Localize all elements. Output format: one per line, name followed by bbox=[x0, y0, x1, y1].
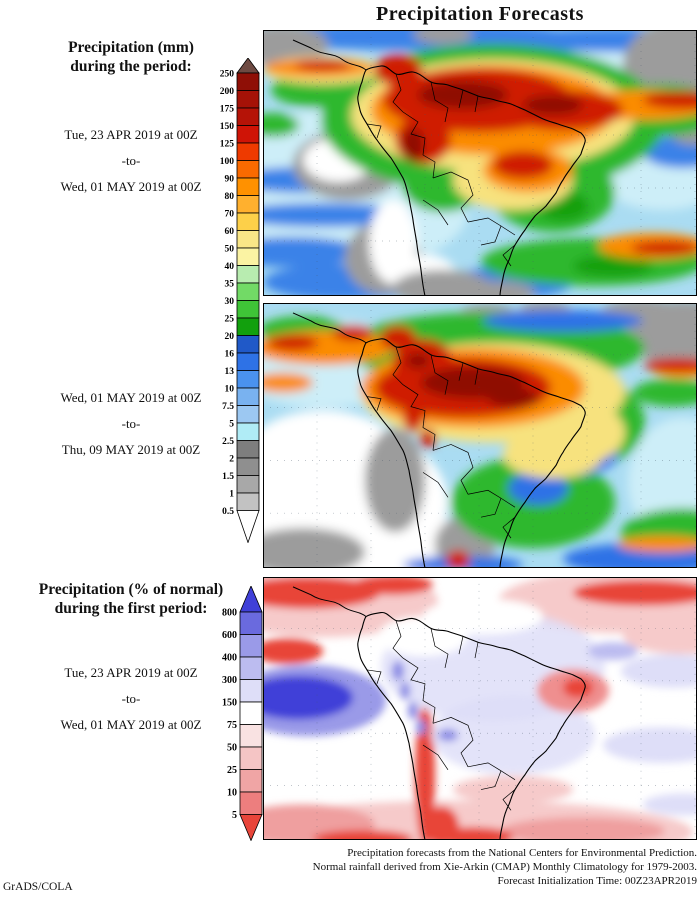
panel2-period-end: Thu, 09 MAY 2019 at 00Z bbox=[61, 442, 201, 457]
svg-text:125: 125 bbox=[220, 139, 235, 149]
panel2-period-to: -to- bbox=[121, 416, 141, 431]
panel3-period: Tue, 23 APR 2019 at 00Z -to- Wed, 01 MAY… bbox=[0, 660, 262, 738]
panel3-period-start: Tue, 23 APR 2019 at 00Z bbox=[64, 665, 198, 680]
svg-text:70: 70 bbox=[225, 209, 235, 219]
panel2-period: Wed, 01 MAY 2019 at 00Z -to- Thu, 09 MAY… bbox=[0, 385, 262, 463]
svg-text:150: 150 bbox=[220, 122, 235, 132]
svg-text:175: 175 bbox=[220, 104, 235, 114]
svg-text:1.5: 1.5 bbox=[222, 472, 234, 482]
panel1-period-start: Tue, 23 APR 2019 at 00Z bbox=[64, 127, 198, 142]
svg-text:600: 600 bbox=[222, 630, 237, 641]
colorbar-percent-of-normal: 800 600 400 300 150 75 50 25 10 5 bbox=[222, 586, 263, 841]
svg-text:25: 25 bbox=[225, 314, 235, 324]
svg-text:35: 35 bbox=[225, 279, 235, 289]
page-title: Precipitation Forecasts bbox=[376, 3, 584, 25]
svg-text:30: 30 bbox=[225, 297, 235, 307]
panel1-legend-title-line1: Precipitation (mm) bbox=[68, 39, 194, 56]
svg-text:10: 10 bbox=[227, 788, 237, 799]
svg-text:75: 75 bbox=[227, 720, 237, 731]
precipitation-percent-map bbox=[263, 577, 697, 840]
svg-text:16: 16 bbox=[225, 349, 235, 359]
panel1-period: Tue, 23 APR 2019 at 00Z -to- Wed, 01 MAY… bbox=[0, 122, 262, 200]
panel3-period-end: Wed, 01 MAY 2019 at 00Z bbox=[60, 717, 202, 732]
svg-text:25: 25 bbox=[227, 765, 237, 776]
panel1-legend-title-line2: during the period: bbox=[70, 58, 192, 75]
svg-text:400: 400 bbox=[222, 653, 237, 664]
panel3-legend-title-line2: during the first period: bbox=[54, 600, 208, 617]
svg-text:7.5: 7.5 bbox=[222, 402, 234, 412]
colorbar-mm: 2502001751501251009080706050403530252016… bbox=[220, 58, 260, 543]
svg-text:1: 1 bbox=[229, 489, 234, 499]
svg-text:2: 2 bbox=[229, 454, 234, 464]
svg-text:800: 800 bbox=[222, 608, 237, 619]
panel1-period-to: -to- bbox=[121, 153, 141, 168]
svg-text:20: 20 bbox=[225, 332, 235, 342]
panel1-legend-title: Precipitation (mm) during the period: bbox=[0, 38, 262, 76]
svg-text:5: 5 bbox=[232, 810, 237, 821]
svg-text:2.5: 2.5 bbox=[222, 437, 234, 447]
panel3-legend-title: Precipitation (% of normal) during the f… bbox=[0, 580, 262, 618]
svg-text:100: 100 bbox=[220, 157, 235, 167]
footer-line2: Normal rainfall derived from Xie-Arkin (… bbox=[312, 861, 697, 873]
svg-text:150: 150 bbox=[222, 698, 237, 709]
svg-text:50: 50 bbox=[225, 244, 235, 254]
svg-text:50: 50 bbox=[227, 743, 237, 754]
footer-notes: Precipitation forecasts from the Nationa… bbox=[263, 846, 697, 888]
svg-text:300: 300 bbox=[222, 675, 237, 686]
svg-text:5: 5 bbox=[229, 419, 234, 429]
svg-text:13: 13 bbox=[225, 367, 235, 377]
svg-text:60: 60 bbox=[225, 227, 235, 237]
svg-text:10: 10 bbox=[225, 384, 235, 394]
panel3-period-to: -to- bbox=[121, 691, 141, 706]
panel3-legend-title-line1: Precipitation (% of normal) bbox=[38, 581, 224, 598]
svg-text:40: 40 bbox=[225, 262, 235, 272]
footer-line1: Precipitation forecasts from the Nationa… bbox=[347, 847, 697, 859]
precipitation-map-period1 bbox=[263, 30, 697, 296]
svg-text:200: 200 bbox=[220, 87, 235, 97]
precipitation-map-period2 bbox=[263, 303, 697, 568]
svg-text:0.5: 0.5 bbox=[222, 507, 234, 517]
panel2-period-start: Wed, 01 MAY 2019 at 00Z bbox=[60, 390, 202, 405]
svg-text:250: 250 bbox=[220, 69, 235, 79]
grads-attribution: GrADS/COLA bbox=[3, 881, 73, 893]
svg-text:90: 90 bbox=[225, 174, 235, 184]
panel1-period-end: Wed, 01 MAY 2019 at 00Z bbox=[60, 179, 202, 194]
footer-line3: Forecast Initialization Time: 00Z23APR20… bbox=[497, 875, 697, 887]
svg-text:80: 80 bbox=[225, 192, 235, 202]
